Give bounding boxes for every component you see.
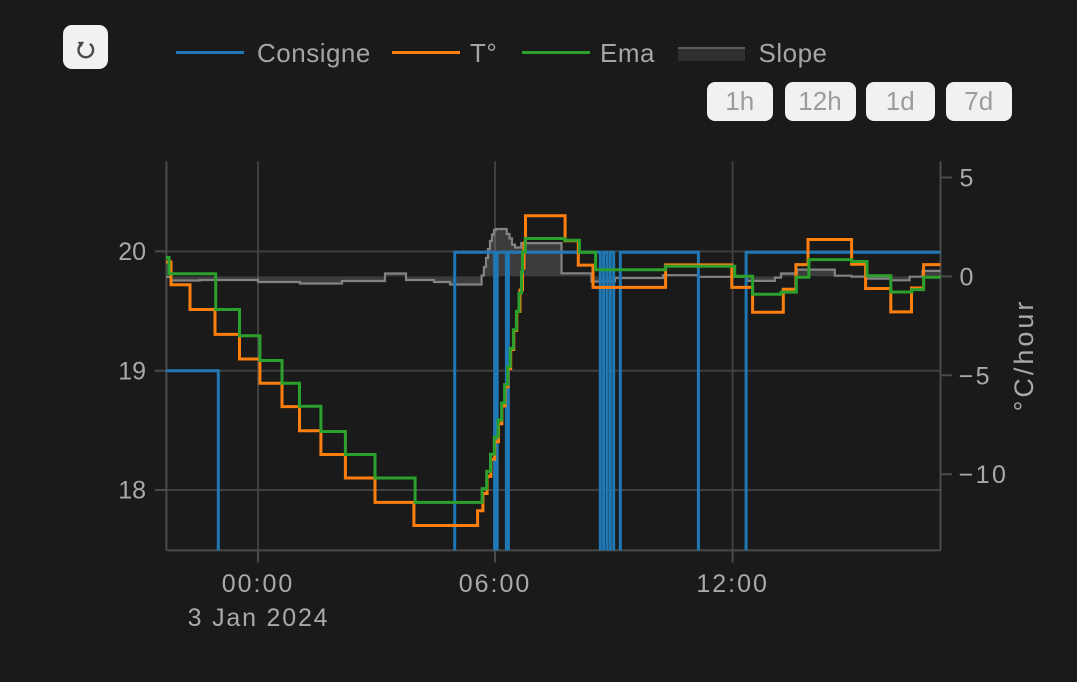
svg-text:20: 20 [118,238,146,266]
svg-text:12:00: 12:00 [696,570,769,598]
svg-text:19: 19 [118,357,146,385]
svg-text:−5: −5 [959,362,993,390]
svg-text:5: 5 [960,165,974,193]
svg-text:00:00: 00:00 [222,570,295,598]
svg-text:06:00: 06:00 [459,570,532,598]
svg-text:°C/hour: °C/hour [1009,299,1039,412]
svg-text:3 Jan 2024: 3 Jan 2024 [188,604,330,632]
svg-text:18: 18 [118,477,146,505]
svg-text:−10: −10 [959,461,1009,489]
svg-text:0: 0 [960,263,974,291]
